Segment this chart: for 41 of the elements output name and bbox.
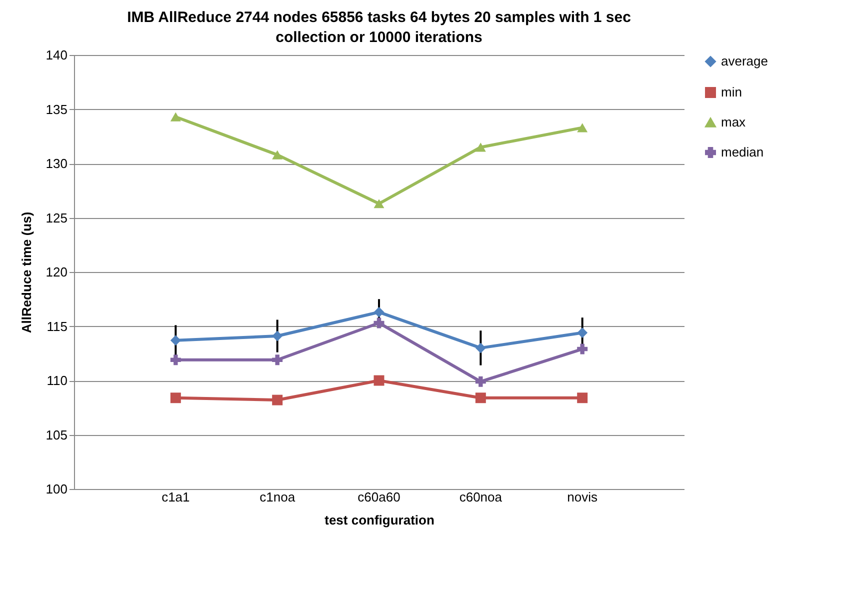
point (272, 394, 283, 406)
y-tick-label: 105 (46, 427, 68, 442)
x-tick-label: c60noa (459, 490, 503, 504)
y-tick-label: 140 (46, 48, 68, 62)
point (170, 392, 181, 404)
point (272, 354, 283, 366)
y-tick-label: 100 (46, 482, 68, 496)
x-tick-label: c1noa (260, 490, 296, 504)
y-axis-title: AllReduce time (us) (18, 212, 34, 334)
y-tick-label: 120 (46, 264, 68, 280)
point (475, 376, 486, 387)
y-tick-label: 135 (46, 102, 68, 117)
point (475, 392, 486, 404)
point (170, 335, 181, 346)
point (170, 112, 181, 122)
point (374, 375, 384, 386)
point (374, 318, 384, 328)
point (374, 306, 384, 318)
legend-label: max (721, 114, 746, 130)
y-tick-label: 115 (46, 318, 68, 334)
chart-title: IMB AllReduce 2744 nodes 65856 tasks 64 bytes 20 samples with 1 sec collection or 10000 iterations (127, 9, 631, 46)
legend-label: median (721, 144, 764, 160)
point (475, 342, 486, 354)
point (577, 328, 588, 338)
x-axis-title: test configuration (324, 512, 434, 528)
legend-label: min (721, 84, 742, 100)
point (272, 330, 283, 342)
point (577, 344, 588, 354)
point (170, 354, 181, 366)
x-tick-label: c60a60 (358, 490, 400, 504)
point (272, 150, 283, 160)
x-tick-label: c1a1 (162, 490, 190, 504)
y-tick-label: 125 (46, 210, 68, 226)
point (577, 392, 588, 404)
point (577, 123, 588, 132)
x-tick-label: novis (567, 490, 598, 504)
y-tick-label: 130 (46, 156, 68, 171)
point (374, 199, 384, 208)
y-tick-label: 110 (46, 373, 68, 388)
point (475, 142, 486, 152)
legend-label: average (721, 54, 768, 68)
